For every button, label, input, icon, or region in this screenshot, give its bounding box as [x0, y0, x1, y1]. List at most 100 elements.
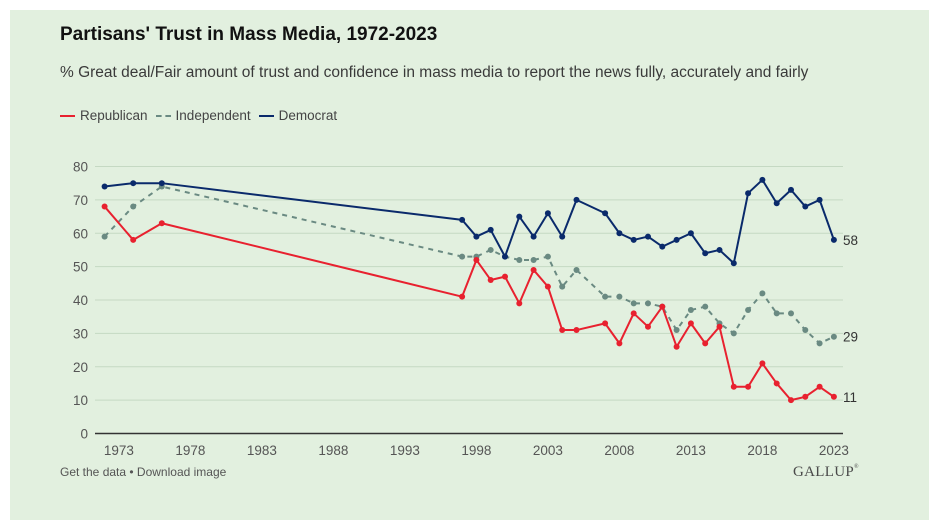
point-independent-1999: [487, 246, 494, 253]
x-tick-label: 1973: [104, 443, 134, 458]
x-tick-label: 2023: [819, 443, 849, 458]
point-republican-2009: [630, 310, 637, 317]
series-democrat: [101, 176, 837, 267]
point-democrat-2001: [516, 213, 523, 220]
point-democrat-2010: [645, 233, 651, 240]
point-republican-2021: [802, 393, 809, 400]
point-republican-1999: [487, 276, 494, 283]
legend-item-republican[interactable]: Republican: [60, 108, 148, 123]
series-independent: [101, 183, 837, 347]
point-democrat-2009: [630, 236, 637, 243]
point-independent-2001: [516, 256, 523, 263]
legend-label-independent: Independent: [175, 108, 251, 123]
point-democrat-2007: [602, 210, 609, 217]
point-republican-2000: [502, 273, 508, 280]
gallup-logo: GALLUP®: [793, 464, 859, 481]
point-republican-2020: [788, 397, 794, 404]
point-democrat-1976: [158, 180, 165, 187]
end-label-independent: 29: [843, 330, 858, 345]
point-republican-2001: [516, 300, 523, 307]
point-democrat-1998: [473, 233, 480, 240]
point-democrat-1972: [101, 183, 108, 190]
point-independent-1974: [130, 203, 137, 210]
chart-title: Partisans' Trust in Mass Media, 1972-202…: [60, 24, 438, 45]
point-independent-2023: [830, 333, 837, 340]
get-data-link[interactable]: Get the data: [60, 465, 127, 479]
end-label-democrat: 58: [843, 233, 858, 248]
point-independent-2021: [802, 327, 809, 334]
point-democrat-2000: [502, 253, 508, 260]
point-independent-2007: [602, 293, 609, 300]
point-independent-2013: [687, 307, 694, 314]
point-republican-2010: [645, 323, 651, 330]
x-axis: 1973 1978 1983 1988 1993 1998 2003 2008 2013 2018…: [104, 443, 849, 458]
legend: Republican Independent Democrat: [60, 108, 345, 123]
legend-swatch-democrat: [258, 114, 274, 117]
point-democrat-2011: [659, 243, 666, 250]
y-tick-label: 80: [73, 160, 88, 175]
point-democrat-2014: [702, 250, 709, 257]
y-tick-label: 70: [73, 193, 88, 208]
y-tick-label: 60: [73, 226, 88, 241]
x-tick-label: 2013: [676, 443, 706, 458]
point-independent-2005: [573, 266, 580, 273]
point-democrat-2022: [816, 196, 823, 203]
point-republican-2003: [544, 283, 551, 290]
point-democrat-2003: [544, 210, 551, 217]
point-republican-2005: [573, 327, 580, 334]
y-axis: 0 10 20 30 40 50 60 70 80: [73, 160, 88, 442]
legend-label-democrat: Democrat: [278, 108, 338, 123]
chart-panel: [10, 10, 929, 520]
point-democrat-2005: [573, 196, 580, 203]
point-democrat-1974: [130, 180, 137, 187]
point-republican-2018: [759, 360, 766, 367]
point-independent-1972: [101, 233, 108, 240]
series-group: [101, 176, 837, 404]
point-democrat-2016: [730, 260, 737, 267]
point-independent-2014: [702, 303, 709, 310]
x-tick-label: 2003: [533, 443, 563, 458]
point-republican-2023: [830, 393, 837, 400]
point-republican-2012: [673, 343, 680, 350]
point-republican-1998: [473, 256, 480, 263]
x-tick-label: 1998: [461, 443, 491, 458]
legend-item-independent[interactable]: Independent: [155, 108, 251, 123]
point-independent-2020: [788, 310, 794, 317]
point-independent-1997: [459, 253, 466, 260]
point-independent-2002: [530, 256, 537, 263]
point-republican-2004: [559, 327, 566, 334]
x-tick-label: 1978: [175, 443, 205, 458]
point-independent-2004: [559, 283, 566, 290]
y-tick-label: 50: [73, 260, 88, 275]
end-labels: 11 29 58: [843, 233, 858, 405]
point-democrat-2023: [830, 236, 837, 243]
point-republican-2007: [602, 320, 609, 327]
series-republican: [101, 203, 837, 404]
x-tick-label: 1988: [318, 443, 348, 458]
x-tick-label: 2018: [747, 443, 777, 458]
point-republican-2016: [730, 383, 737, 390]
download-image-link[interactable]: Download image: [136, 465, 227, 479]
point-democrat-2021: [802, 203, 809, 210]
legend-item-democrat[interactable]: Democrat: [258, 108, 338, 123]
y-tick-label: 20: [73, 360, 88, 375]
point-republican-2019: [773, 380, 780, 387]
footer-separator: •: [126, 465, 137, 479]
point-democrat-1999: [487, 226, 494, 233]
point-republican-2008: [616, 340, 623, 347]
brand-name: GALLUP: [793, 464, 854, 480]
line-democrat: [104, 178, 835, 265]
point-independent-2009: [630, 300, 637, 307]
line-independent: [103, 185, 835, 345]
point-republican-1972: [101, 203, 108, 210]
point-democrat-2012: [673, 236, 680, 243]
x-tick-label: 1993: [390, 443, 420, 458]
point-democrat-2002: [530, 233, 537, 240]
point-republican-2017: [745, 383, 752, 390]
point-democrat-2020: [788, 186, 794, 193]
point-democrat-2004: [559, 233, 566, 240]
point-independent-2019: [773, 310, 780, 317]
line-republican: [103, 205, 835, 402]
y-tick-label: 10: [73, 393, 88, 408]
